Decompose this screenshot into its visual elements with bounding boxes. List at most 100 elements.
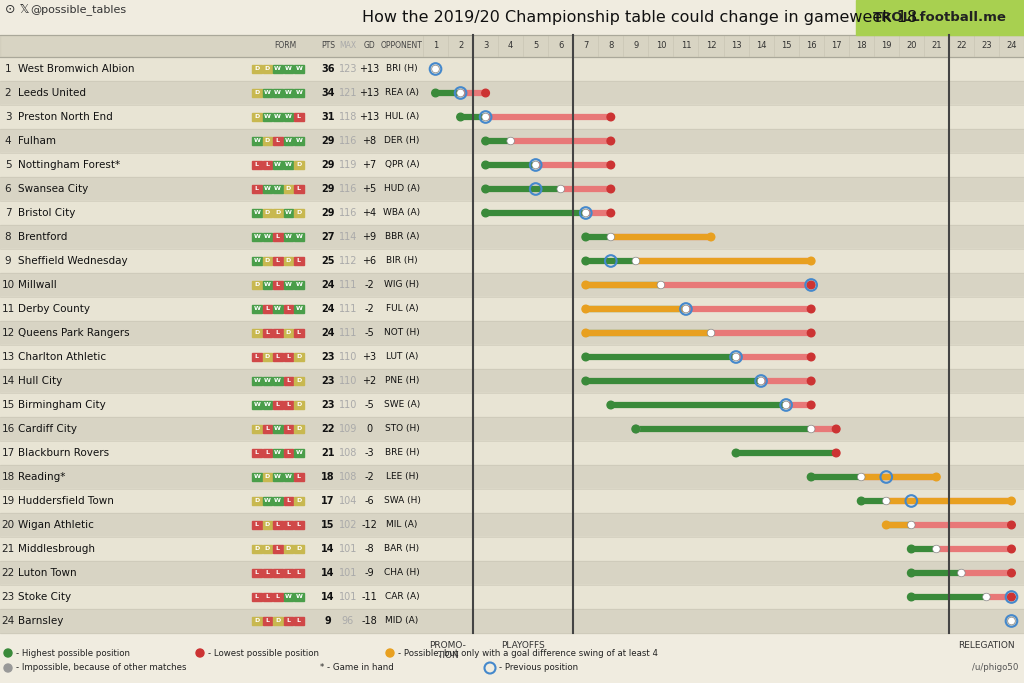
Bar xyxy=(0,177,1024,201)
Text: BRE (H): BRE (H) xyxy=(385,449,419,458)
Bar xyxy=(262,449,272,457)
Bar xyxy=(262,89,272,97)
Bar xyxy=(294,89,303,97)
Bar xyxy=(252,113,261,122)
Bar xyxy=(0,321,1024,345)
Text: -5: -5 xyxy=(365,328,375,338)
Bar xyxy=(252,617,261,625)
Bar xyxy=(294,352,303,361)
Text: L: L xyxy=(275,522,280,527)
Text: 110: 110 xyxy=(339,352,357,362)
Bar xyxy=(252,377,261,385)
Bar xyxy=(252,305,261,313)
Text: L: L xyxy=(275,570,280,576)
Text: L: L xyxy=(255,522,259,527)
Text: D: D xyxy=(254,546,259,551)
Text: 102: 102 xyxy=(339,520,357,530)
Text: D: D xyxy=(254,66,259,72)
Text: L: L xyxy=(275,283,280,288)
Circle shape xyxy=(983,594,990,601)
Bar xyxy=(294,305,303,313)
Text: L: L xyxy=(275,331,280,335)
Text: MID (A): MID (A) xyxy=(385,617,419,626)
Bar xyxy=(0,513,1024,537)
Bar xyxy=(252,569,261,577)
Circle shape xyxy=(807,401,815,409)
Text: @possible_tables: @possible_tables xyxy=(30,4,126,15)
Text: -11: -11 xyxy=(361,592,378,602)
Bar xyxy=(252,89,261,97)
Bar xyxy=(262,161,272,169)
Text: W: W xyxy=(295,139,302,143)
Bar xyxy=(273,209,283,217)
Text: L: L xyxy=(275,402,280,408)
Text: W: W xyxy=(264,402,270,408)
Bar xyxy=(252,352,261,361)
Text: 109: 109 xyxy=(339,424,357,434)
Bar xyxy=(262,617,272,625)
Circle shape xyxy=(807,377,815,385)
Bar xyxy=(252,161,261,169)
Text: Derby County: Derby County xyxy=(18,304,90,314)
Text: 23: 23 xyxy=(322,352,335,362)
Bar xyxy=(284,593,293,601)
Text: Fulham: Fulham xyxy=(18,136,56,146)
Bar xyxy=(273,329,283,337)
Text: Leeds United: Leeds United xyxy=(18,88,86,98)
Text: 15: 15 xyxy=(322,520,335,530)
Bar xyxy=(262,425,272,433)
Text: 116: 116 xyxy=(339,184,357,194)
Text: Wigan Athletic: Wigan Athletic xyxy=(18,520,94,530)
Bar xyxy=(262,137,272,145)
Bar xyxy=(273,281,283,289)
Text: -12: -12 xyxy=(361,520,378,530)
Text: 31: 31 xyxy=(322,112,335,122)
Circle shape xyxy=(1008,497,1015,505)
Text: 123: 123 xyxy=(339,64,357,74)
Text: - Possible, but only with a goal difference swing of at least 4: - Possible, but only with a goal differe… xyxy=(398,648,658,658)
Text: L: L xyxy=(275,594,280,600)
Text: BBR (A): BBR (A) xyxy=(385,232,419,242)
Text: 0: 0 xyxy=(367,424,373,434)
Bar xyxy=(262,113,272,122)
Text: 13: 13 xyxy=(731,42,741,51)
Text: BAR (H): BAR (H) xyxy=(384,544,420,553)
Text: D: D xyxy=(286,186,291,191)
Text: -2: -2 xyxy=(365,472,375,482)
Text: +6: +6 xyxy=(362,256,377,266)
Text: W: W xyxy=(285,210,292,216)
Text: 7: 7 xyxy=(5,208,11,218)
Text: 36: 36 xyxy=(322,64,335,74)
Text: Swansea City: Swansea City xyxy=(18,184,88,194)
Text: 110: 110 xyxy=(339,400,357,410)
Bar xyxy=(252,593,261,601)
Text: 119: 119 xyxy=(339,160,357,170)
Text: 23: 23 xyxy=(981,42,992,51)
Text: +13: +13 xyxy=(359,88,380,98)
Text: W: W xyxy=(274,451,282,456)
Bar xyxy=(0,345,1024,369)
Text: D: D xyxy=(264,546,270,551)
Bar xyxy=(0,537,1024,561)
Circle shape xyxy=(807,257,815,265)
Text: L: L xyxy=(287,402,290,408)
Text: 9: 9 xyxy=(5,256,11,266)
Bar xyxy=(0,201,1024,225)
Circle shape xyxy=(682,305,690,313)
Circle shape xyxy=(732,353,739,361)
Bar xyxy=(284,65,293,73)
Text: Hull City: Hull City xyxy=(18,376,62,386)
Bar xyxy=(294,545,303,553)
Bar xyxy=(0,561,1024,585)
Bar xyxy=(0,441,1024,465)
Text: PNE (H): PNE (H) xyxy=(385,376,419,385)
Text: L: L xyxy=(255,354,259,359)
Bar xyxy=(284,89,293,97)
Text: W: W xyxy=(264,186,270,191)
Text: L: L xyxy=(265,570,269,576)
Bar xyxy=(0,129,1024,153)
Bar xyxy=(273,401,283,409)
Circle shape xyxy=(782,401,790,409)
Text: D: D xyxy=(254,331,259,335)
Bar xyxy=(0,297,1024,321)
